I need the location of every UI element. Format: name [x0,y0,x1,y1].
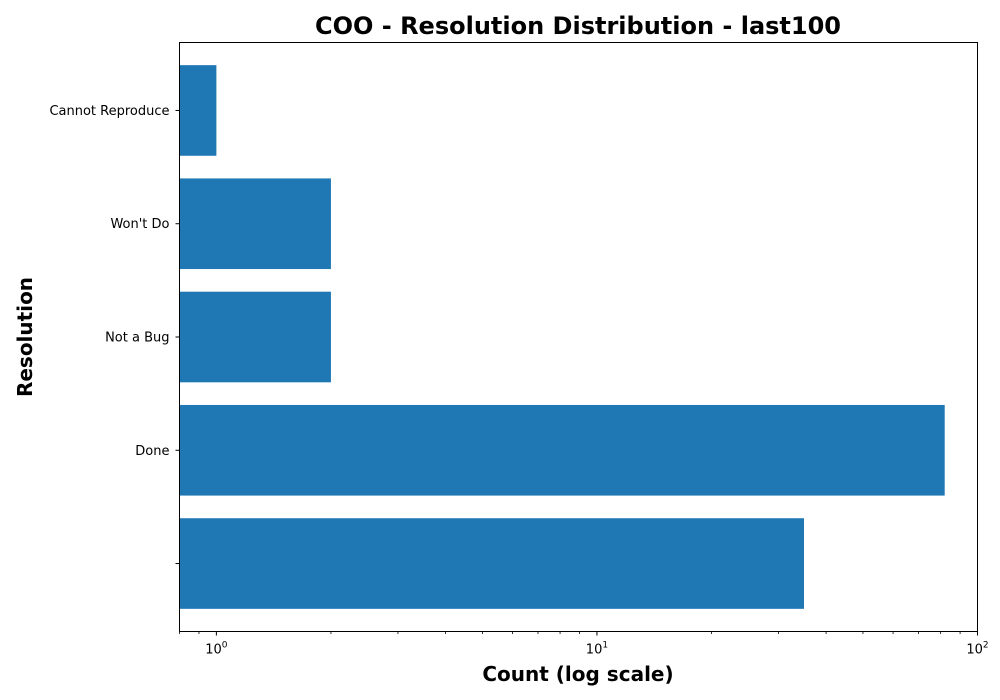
y-tick-label: Done [135,444,169,459]
y-tick-label: Not a Bug [105,331,169,346]
y-axis-label: Resolution [13,277,37,397]
bar-done [179,404,945,496]
bar-not-a-bug [179,291,331,383]
chart-title: COO - Resolution Distribution - last100 [315,12,841,40]
y-axis-ticks: Cannot Reproduce Won't Do Not a Bug Done [49,104,180,565]
x-tick-label: 100 [205,641,228,658]
bar-unlabeled [179,518,804,609]
bar-won-t-do [179,178,331,270]
x-tick-label: 101 [586,641,608,658]
bar-cannot-reproduce [179,65,217,156]
bars-layer [179,65,945,609]
x-tick-label: 102 [966,641,988,658]
y-tick-label: Cannot Reproduce [49,104,169,119]
y-tick-label: Won't Do [110,217,169,232]
x-axis-label: Count (log scale) [482,662,673,686]
x-axis-ticks: 100 101 102 [179,631,989,658]
